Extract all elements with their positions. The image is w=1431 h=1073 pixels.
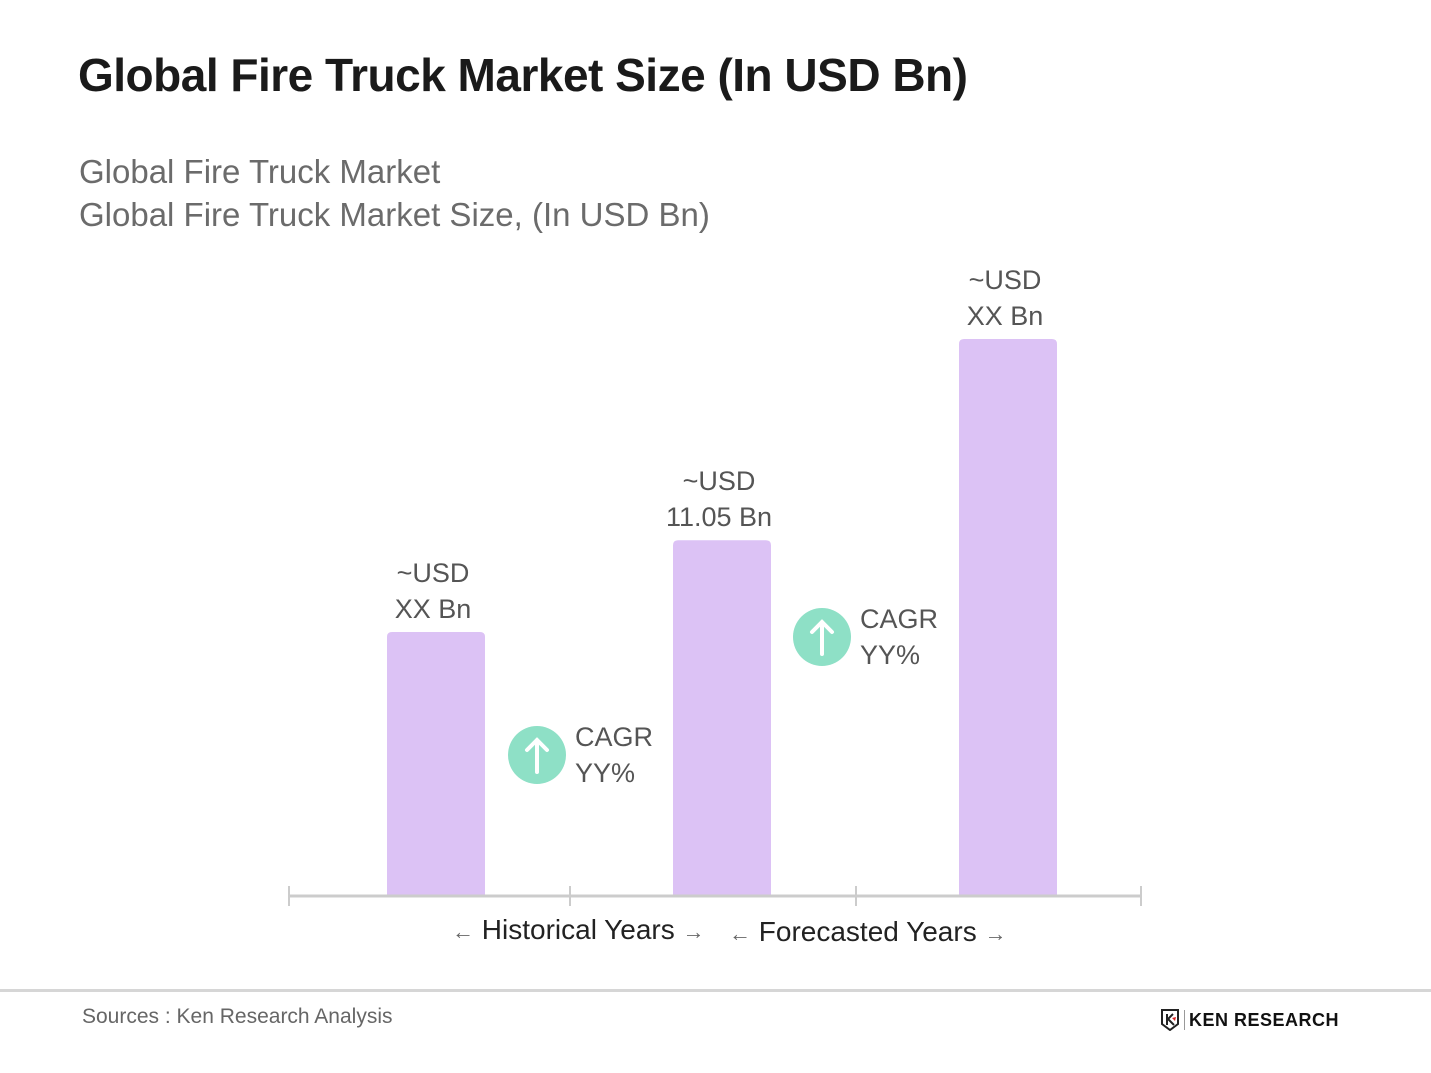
chart-subtitle-2: Global Fire Truck Market Size, (In USD B… [79, 196, 710, 233]
cagr-label: YY% [860, 640, 920, 670]
arrow-up-glyph [525, 737, 549, 774]
arrow-up-glyph [810, 619, 834, 656]
bar [673, 540, 771, 896]
bar-data-label: XX Bn [395, 594, 472, 624]
arrow-left-icon: ← [452, 919, 474, 944]
bar [959, 339, 1057, 896]
historical-years-text: Historical Years [481, 914, 675, 945]
footer-divider [0, 989, 1431, 992]
logo-text: KEN RESEARCH [1189, 1009, 1340, 1030]
period-label-historical: ← Historical Years → [452, 914, 705, 946]
source-note: Sources : Ken Research Analysis [82, 1005, 393, 1028]
arrow-right-icon: → [682, 919, 705, 944]
ken-research-logo: KEN RESEARCH [1160, 1009, 1339, 1031]
bar-data-label: XX Bn [967, 301, 1044, 331]
chart-subtitle-1: Global Fire Truck Market [79, 153, 441, 190]
cagr-label: CAGR [575, 722, 653, 752]
chart-title: Global Fire Truck Market Size (In USD Bn… [78, 49, 968, 101]
cagr-label: YY% [575, 758, 635, 788]
bar-data-label: ~USD [969, 265, 1042, 295]
bar [387, 631, 485, 896]
ken-logo-icon [1161, 1009, 1179, 1031]
arrow-left-icon: ← [729, 921, 751, 946]
period-label-forecast: ← Forecasted Years → [729, 916, 1006, 948]
bar-data-label: 11.05 Bn [666, 502, 772, 532]
cagr-label: CAGR [860, 604, 938, 634]
forecasted-years-text: Forecasted Years [758, 916, 977, 947]
bar-data-label: ~USD [397, 558, 470, 588]
arrow-right-icon: → [984, 921, 1007, 946]
bar-data-label: ~USD [683, 466, 756, 496]
